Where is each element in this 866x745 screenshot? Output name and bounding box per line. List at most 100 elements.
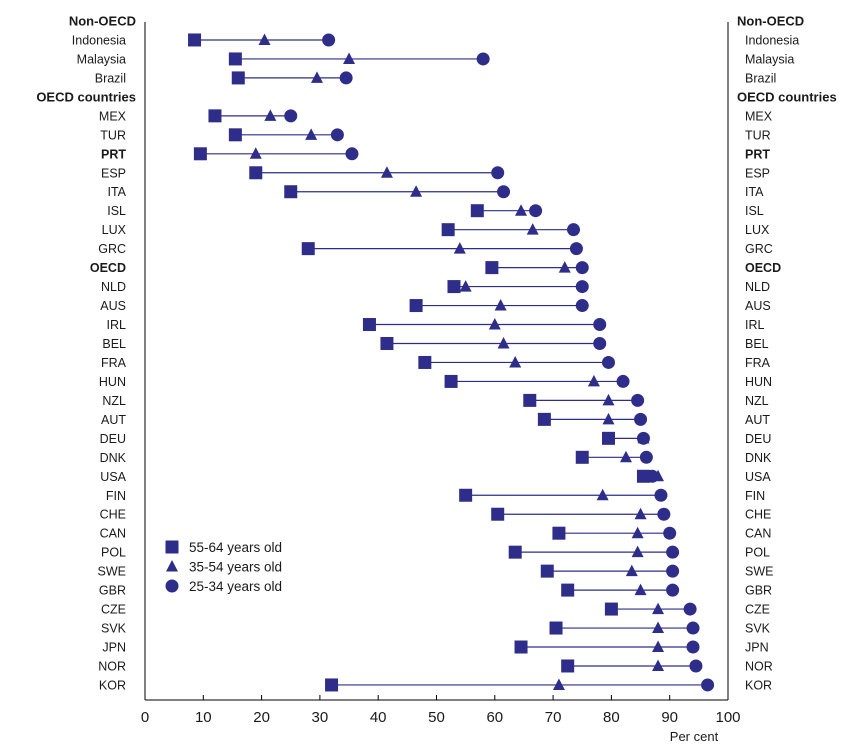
row-label-right: USA — [745, 470, 771, 484]
row-label-right: NLD — [745, 280, 770, 294]
row-label-left: ESP — [101, 166, 126, 180]
25-34-years-old-marker — [683, 602, 697, 616]
25-34-years-old-marker — [689, 659, 703, 673]
25-34-years-old-marker — [666, 545, 680, 559]
row-label-left: DEU — [100, 432, 126, 446]
legend: 55-64 years old 35-54 years old 25-34 year… — [165, 540, 282, 594]
35-54-years-old-marker — [264, 109, 277, 121]
55-64-years-old-marker — [491, 507, 505, 521]
row-label-left: LUX — [102, 223, 127, 237]
row-label-right: NZL — [745, 394, 769, 408]
row-label-right: Indonesia — [745, 33, 799, 47]
row-tur — [228, 128, 344, 142]
35-54-years-old-marker — [494, 299, 507, 311]
row-label-right: GBR — [745, 584, 772, 598]
25-34-years-old-marker — [491, 166, 505, 180]
55-64-years-old-marker — [470, 204, 484, 218]
row-grc — [301, 242, 583, 256]
35-54-years-old-marker — [634, 507, 647, 520]
55-64-years-old-marker — [575, 450, 589, 464]
row-label-right: SVK — [745, 622, 771, 636]
55-64-years-old-marker — [604, 602, 618, 616]
x-tick-label: 10 — [195, 709, 212, 726]
row-svk — [549, 621, 700, 635]
55-64-years-old-marker — [561, 583, 575, 597]
row-label-right: TUR — [745, 128, 771, 142]
row-label-right: IRL — [745, 318, 765, 332]
55-64-years-old-marker — [193, 147, 207, 161]
group-label-right: OECD countries — [737, 89, 837, 104]
25-34-years-old-marker — [601, 355, 615, 369]
35-54-years-old-marker — [526, 223, 539, 235]
x-axis-ticks: 0 10 20 30 40 50 60 70 80 90 100 — [141, 695, 741, 726]
35-54-years-old-marker — [634, 583, 647, 596]
35-54-years-old-marker — [631, 526, 644, 539]
row-label-left: KOR — [99, 678, 126, 692]
row-label-left: ISL — [107, 204, 126, 218]
55-64-years-old-marker — [418, 355, 432, 369]
row-label-right: ESP — [745, 166, 770, 180]
row-che — [491, 507, 671, 521]
row-label-right: GRC — [745, 242, 773, 256]
row-label-left: USA — [100, 470, 126, 484]
55-64-years-old-marker — [537, 412, 551, 426]
row-aut — [537, 412, 648, 426]
35-54-years-old-marker — [631, 545, 644, 558]
legend-label: 25-34 years old — [189, 579, 282, 594]
row-label-right: JPN — [745, 641, 769, 655]
row-label-right: Malaysia — [745, 52, 794, 66]
25-34-years-old-marker — [639, 450, 653, 464]
row-label-right: DNK — [745, 451, 772, 465]
row-labels-left: Non-OECD Indonesia Malaysia Brazil OECD coun… — [36, 14, 136, 693]
25-34-years-old-marker — [476, 52, 490, 66]
25-34-years-old-marker — [701, 678, 715, 692]
row-label-left: FRA — [101, 356, 127, 370]
55-64-years-old-marker — [447, 280, 461, 294]
55-64-years-old-marker — [514, 640, 528, 654]
row-isl — [470, 204, 543, 218]
55-64-years-old-marker — [188, 33, 202, 47]
row-label-left: POL — [101, 546, 126, 560]
row-oecd — [485, 261, 589, 275]
row-label-right: ISL — [745, 204, 764, 218]
35-54-years-old-marker — [343, 52, 356, 64]
55-64-years-old-marker — [444, 374, 458, 388]
55-64-years-old-marker — [485, 261, 499, 275]
x-tick-label: 60 — [486, 709, 503, 726]
35-54-years-old-marker — [380, 166, 393, 178]
row-label-left: GBR — [99, 584, 126, 598]
row-label-right: BEL — [745, 337, 769, 351]
row-label-left: BEL — [102, 337, 126, 351]
row-label-right: OECD — [745, 261, 781, 275]
x-tick-label: 0 — [141, 709, 149, 726]
25-34-years-old-marker — [575, 261, 589, 275]
x-axis-unit-label: Per cent — [670, 729, 719, 744]
55-64-years-old-marker — [249, 166, 263, 180]
25-34-years-old-marker — [686, 640, 700, 654]
row-fra — [418, 355, 615, 369]
row-bel — [380, 336, 607, 350]
35-54-years-old-marker — [596, 488, 609, 501]
row-indonesia — [188, 33, 336, 47]
55-64-years-old-marker — [459, 488, 473, 502]
55-64-years-old-marker — [284, 185, 298, 199]
55-64-years-old-marker — [549, 621, 563, 635]
55-64-years-old-marker — [362, 318, 376, 332]
row-label-right: FIN — [745, 489, 765, 503]
row-aus — [409, 299, 589, 313]
row-label-right: AUS — [745, 299, 771, 313]
row-mex — [208, 109, 298, 123]
55-64-years-old-marker — [540, 564, 554, 578]
row-label-right: SWE — [745, 565, 773, 579]
25-34-years-old-marker — [322, 33, 336, 47]
25-34-years-old-marker — [634, 412, 648, 426]
55-64-years-old-marker — [523, 393, 537, 407]
35-54-years-old-marker — [305, 128, 318, 140]
row-label-left: CAN — [100, 527, 126, 541]
25-34-years-old-marker — [339, 71, 353, 85]
55-64-years-old-marker — [380, 336, 394, 350]
35-54-years-old-marker — [552, 678, 565, 690]
data-rows — [188, 33, 715, 692]
25-34-years-old-marker — [636, 431, 650, 445]
35-54-years-old-marker — [625, 564, 638, 577]
